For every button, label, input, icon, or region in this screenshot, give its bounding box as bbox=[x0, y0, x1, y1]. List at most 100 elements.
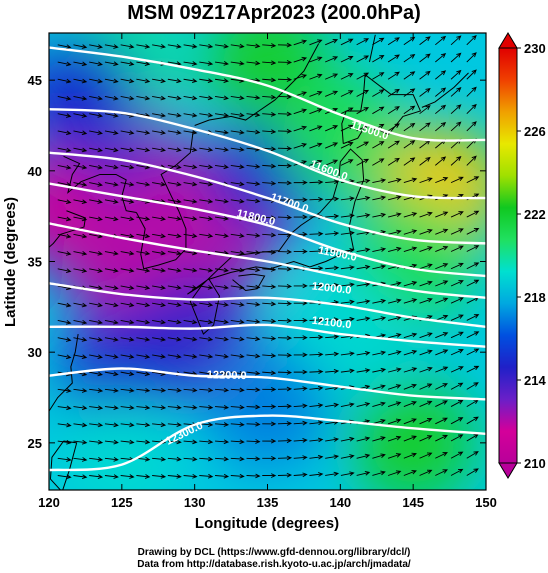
wind-arrow bbox=[435, 332, 449, 339]
wind-arrow bbox=[152, 147, 166, 153]
wind-arrow bbox=[246, 301, 261, 307]
wind-vectors bbox=[57, 34, 480, 480]
wind-arrow bbox=[293, 214, 308, 220]
wind-arrow bbox=[403, 71, 416, 80]
wind-arrow bbox=[136, 181, 151, 187]
wind-arrow bbox=[372, 212, 387, 218]
wind-arrow bbox=[372, 367, 387, 373]
wind-arrow bbox=[152, 336, 166, 342]
wind-arrow bbox=[450, 69, 462, 80]
wind-arrow bbox=[387, 384, 402, 390]
wind-arrow bbox=[372, 453, 386, 459]
wind-arrow bbox=[309, 179, 324, 185]
wind-arrow bbox=[214, 198, 229, 204]
wind-arrow bbox=[167, 181, 182, 187]
wind-arrow bbox=[372, 247, 387, 252]
wind-arrow bbox=[73, 422, 88, 428]
wind-arrow bbox=[104, 285, 119, 291]
wind-arrow bbox=[214, 336, 229, 342]
wind-arrow bbox=[325, 334, 340, 340]
wind-arrow bbox=[199, 473, 214, 479]
wind-arrow bbox=[435, 228, 449, 235]
wind-arrow bbox=[120, 319, 135, 325]
wind-arrow bbox=[466, 155, 477, 166]
wind-arrow bbox=[136, 44, 151, 49]
coastline bbox=[49, 210, 86, 248]
wind-arrow bbox=[309, 39, 323, 46]
wind-arrow bbox=[199, 43, 214, 49]
wind-arrow bbox=[120, 405, 135, 410]
wind-arrow bbox=[246, 336, 261, 342]
wind-arrow bbox=[167, 43, 182, 49]
wind-arrow bbox=[230, 422, 245, 427]
wind-arrow bbox=[450, 468, 464, 476]
wind-arrow bbox=[277, 77, 293, 82]
wind-arrow bbox=[450, 451, 464, 459]
wind-arrow bbox=[372, 316, 387, 321]
wind-arrow bbox=[372, 141, 385, 149]
temperature-sample bbox=[59, 308, 184, 433]
wind-arrow bbox=[230, 198, 245, 204]
wind-arrow bbox=[340, 73, 354, 80]
height-contour bbox=[49, 151, 486, 245]
wind-arrow bbox=[199, 371, 214, 376]
wind-arrow bbox=[246, 284, 261, 290]
wind-arrow bbox=[419, 366, 433, 373]
wind-arrow bbox=[293, 197, 308, 203]
wind-arrow bbox=[450, 399, 464, 407]
wind-arrow bbox=[120, 422, 135, 428]
wind-arrow bbox=[136, 456, 151, 462]
wind-arrow bbox=[167, 474, 182, 479]
wind-arrow bbox=[199, 456, 214, 462]
coastline bbox=[49, 440, 78, 490]
x-axis-label: Longitude (degrees) bbox=[195, 515, 339, 532]
wind-arrow bbox=[183, 319, 198, 325]
wind-arrow bbox=[57, 302, 72, 308]
wind-arrow bbox=[419, 418, 433, 425]
wind-arrow bbox=[466, 433, 479, 442]
wind-arrow bbox=[403, 281, 418, 287]
x-tick-label: 140 bbox=[329, 495, 351, 510]
wind-arrow bbox=[183, 473, 198, 479]
wind-arrow bbox=[325, 196, 340, 202]
wind-arrow bbox=[167, 387, 182, 393]
wind-arrow bbox=[73, 405, 88, 411]
wind-arrow bbox=[230, 95, 245, 101]
wind-arrow bbox=[183, 336, 198, 342]
wind-arrow bbox=[466, 176, 480, 184]
wind-arrow bbox=[340, 196, 355, 201]
wind-arrow bbox=[152, 422, 167, 428]
wind-arrow bbox=[387, 71, 400, 80]
wind-arrow bbox=[340, 90, 354, 97]
wind-arrow bbox=[356, 436, 371, 442]
wind-arrow bbox=[214, 302, 229, 307]
wind-arrow bbox=[325, 125, 339, 132]
wind-arrow bbox=[309, 283, 324, 288]
wind-arrow bbox=[89, 319, 103, 325]
wind-arrow bbox=[340, 316, 355, 322]
colorbar-tick-label: 214 bbox=[524, 373, 546, 388]
wind-arrow bbox=[309, 125, 323, 132]
wind-arrow bbox=[246, 60, 261, 66]
wind-arrow bbox=[246, 421, 261, 427]
wind-arrow bbox=[356, 351, 371, 356]
wind-arrow bbox=[450, 331, 464, 339]
wind-arrow bbox=[387, 367, 402, 373]
wind-arrow bbox=[293, 403, 308, 409]
wind-arrow bbox=[325, 159, 339, 166]
wind-arrow bbox=[262, 318, 277, 324]
wind-arrow bbox=[466, 314, 480, 321]
wind-arrow bbox=[214, 216, 229, 221]
wind-arrow bbox=[152, 387, 167, 393]
wind-arrow bbox=[167, 267, 182, 273]
coastline bbox=[63, 155, 137, 214]
wind-arrow bbox=[152, 302, 166, 308]
wind-arrow bbox=[419, 435, 433, 442]
wind-arrow bbox=[403, 349, 418, 356]
wind-arrow bbox=[214, 129, 229, 135]
colorbar-max-triangle bbox=[498, 32, 518, 49]
height-contour bbox=[49, 414, 486, 472]
wind-arrow bbox=[167, 147, 182, 153]
wind-arrow bbox=[73, 182, 88, 187]
